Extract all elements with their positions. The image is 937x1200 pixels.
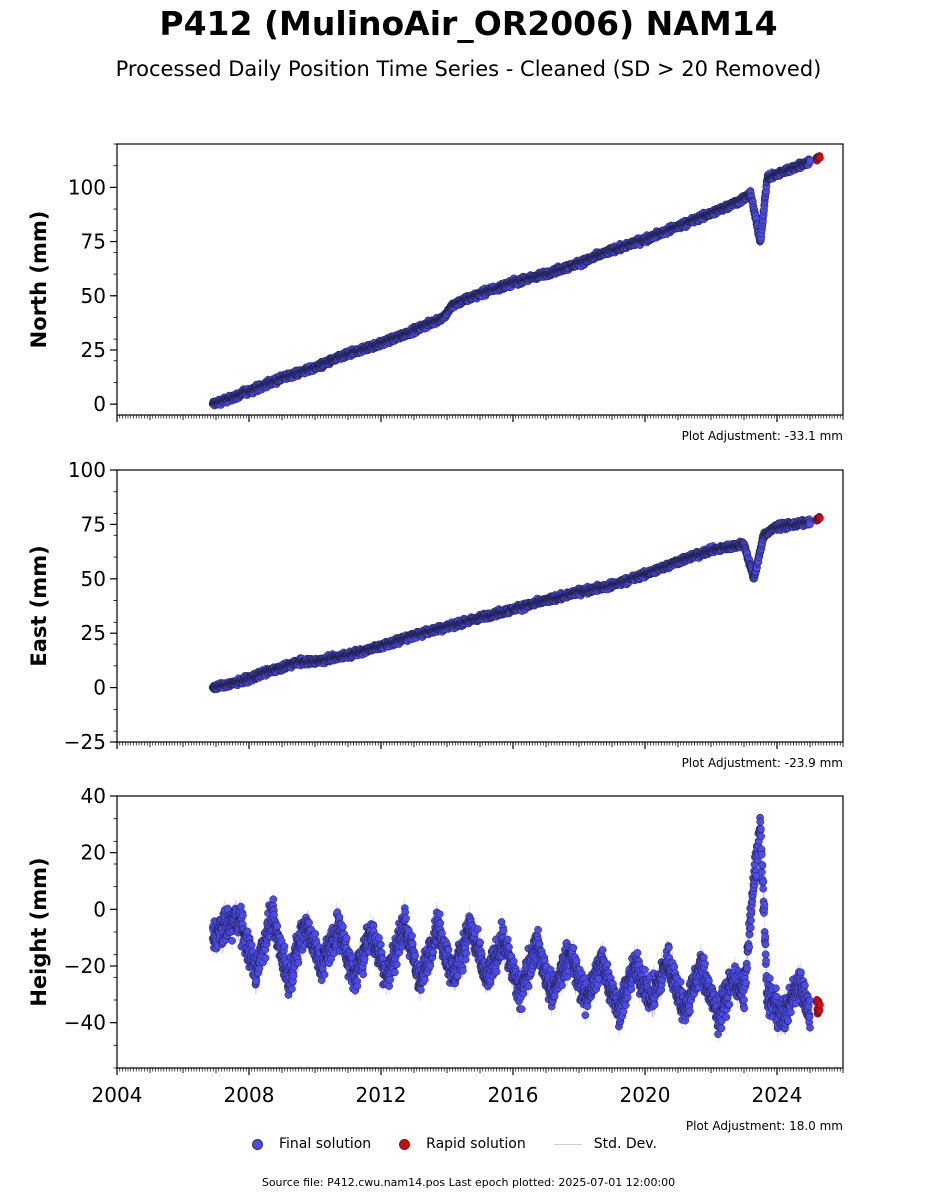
north-final-points [208,155,814,410]
chart-title: P412 (MulinoAir_OR2006) NAM14 [159,4,778,43]
north-data-layer [208,152,824,410]
chart-subtitle: Processed Daily Position Time Series - C… [115,57,822,81]
